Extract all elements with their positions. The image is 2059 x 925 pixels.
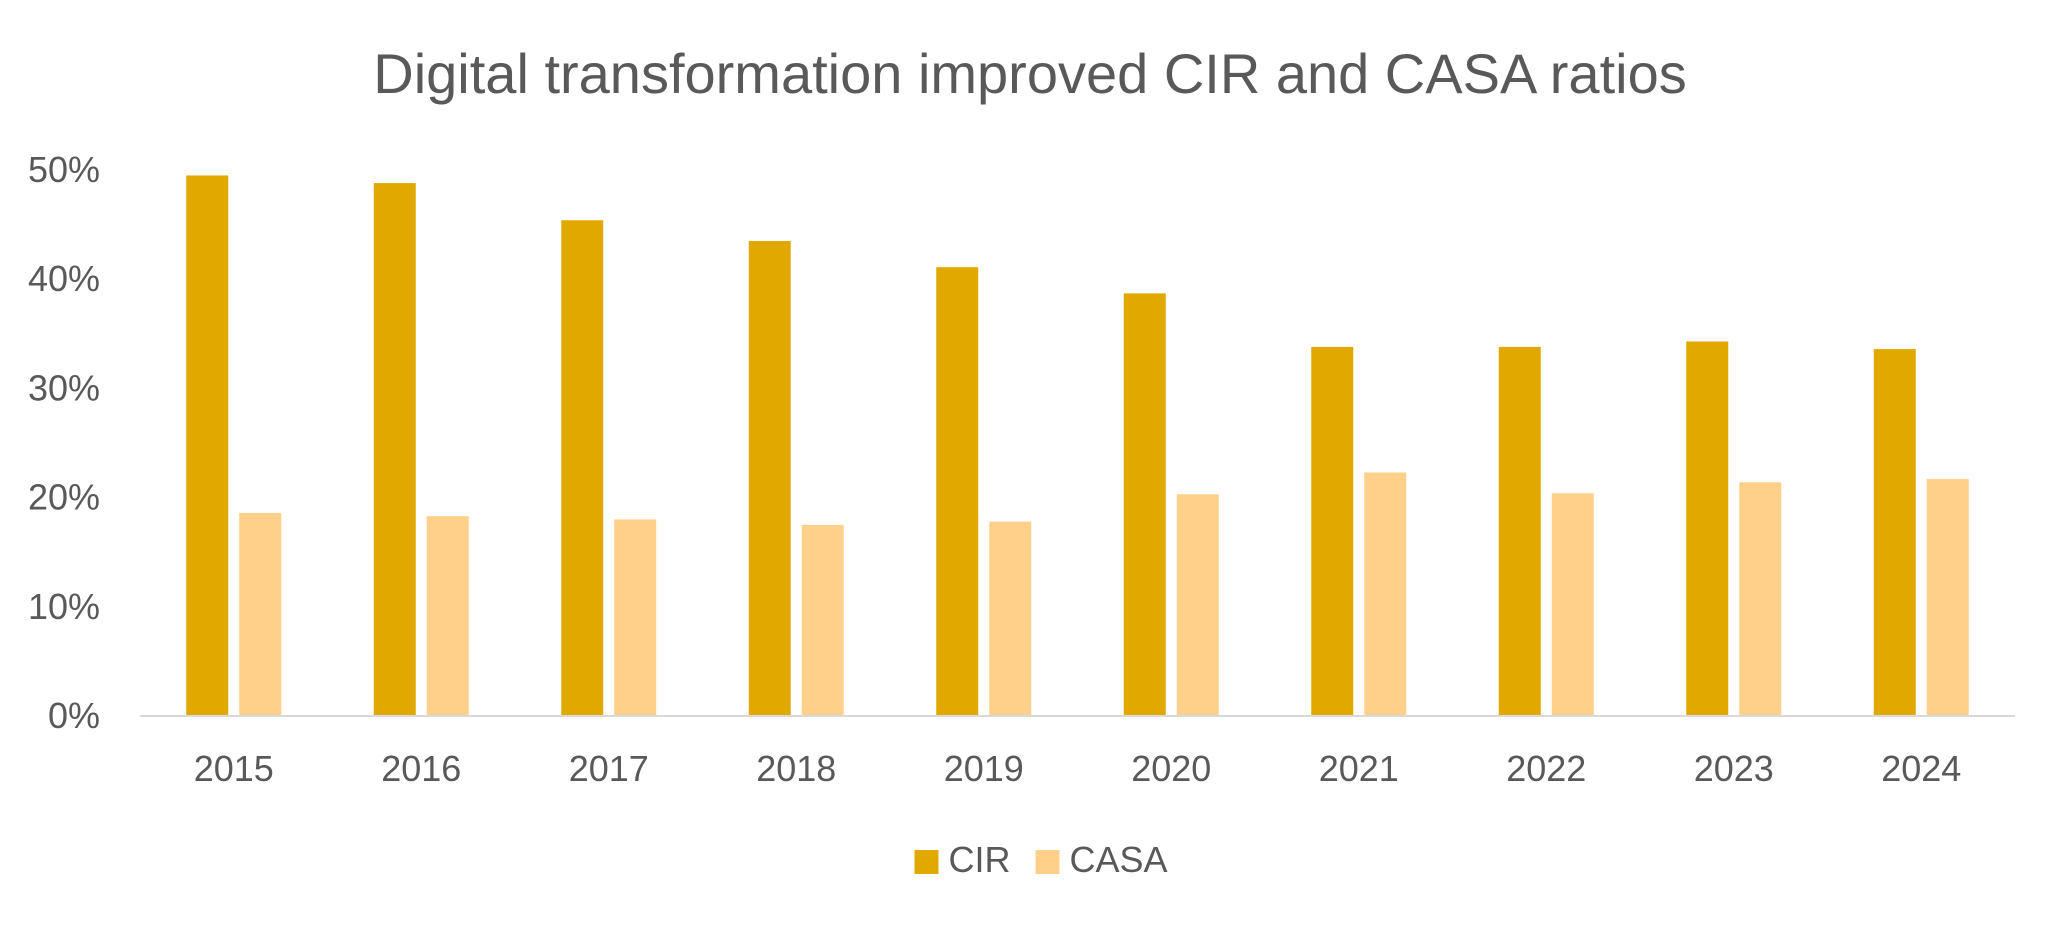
x-tick-label: 2024 [1881,748,1961,789]
bar-casa-2023 [1739,482,1782,716]
x-tick-label: 2021 [1319,748,1399,789]
bar-cir-2021 [1311,346,1354,716]
y-tick-label: 0% [48,695,100,736]
legend-label-cir: CIR [949,839,1011,880]
bar-casa-2016 [426,516,469,716]
legend-swatch-cir [914,850,939,874]
x-tick-label: 2020 [1131,748,1211,789]
y-axis-ticks: 0% 10% 20% 30% 40% 50% [28,149,100,736]
x-tick-label: 2019 [944,748,1024,789]
x-axis-ticks: 2015 2016 2017 2018 2019 2020 2021 2022 2023 2024 [194,748,1962,789]
bar-casa-2021 [1364,472,1407,716]
bar-cir-2022 [1498,346,1541,716]
legend: CIR CASA [914,839,1168,880]
bar-casa-2015 [239,512,282,716]
bar-cir-2017 [561,220,604,716]
x-tick-label: 2018 [756,748,836,789]
bar-cir-2015 [186,175,229,716]
x-tick-label: 2023 [1694,748,1774,789]
chart-title: Digital transformation improved CIR and … [373,42,1686,105]
bar-cir-2023 [1686,341,1729,716]
legend-label-casa: CASA [1070,839,1168,880]
bar-casa-2024 [1926,479,1969,716]
y-tick-label: 10% [28,586,100,627]
bar-cir-2016 [373,183,416,716]
y-tick-label: 30% [28,367,100,408]
bar-casa-2018 [801,524,844,716]
bar-cir-2019 [936,267,979,716]
bar-casa-2019 [989,521,1032,716]
bars [186,175,1969,717]
y-tick-label: 20% [28,477,100,518]
bar-casa-2022 [1551,493,1594,716]
bar-casa-2020 [1176,494,1219,716]
x-tick-label: 2022 [1506,748,1586,789]
x-tick-label: 2016 [381,748,461,789]
y-tick-label: 50% [28,149,100,190]
bar-cir-2020 [1123,293,1166,716]
y-tick-label: 40% [28,258,100,299]
bar-cir-2018 [748,240,791,717]
x-tick-label: 2015 [194,748,274,789]
bar-cir-2024 [1873,349,1916,716]
legend-swatch-casa [1035,850,1060,874]
bar-casa-2017 [614,519,657,716]
x-tick-label: 2017 [569,748,649,789]
